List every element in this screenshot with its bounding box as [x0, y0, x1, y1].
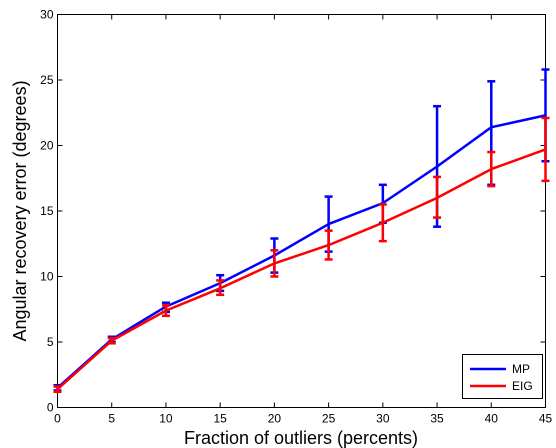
series-line-eig: [56, 148, 546, 391]
x-tick-label: 35: [430, 412, 444, 426]
legend: MP EIG: [462, 354, 543, 399]
y-tick-label: 0: [47, 401, 54, 415]
x-axis-ticks: 0 5 10 15 20 25 30 35 40 45: [54, 14, 553, 426]
x-tick-label: 20: [268, 412, 282, 426]
series-eig: [53, 116, 550, 394]
y-tick-label: 5: [47, 335, 54, 349]
x-tick-label: 0: [54, 412, 61, 426]
x-tick-label: 5: [108, 412, 115, 426]
legend-box: [462, 354, 543, 399]
y-tick-label: 20: [40, 139, 54, 153]
plot-area: 0 5 10 15 20 25 30 35 40 45 0 5 10 15 20 25 30: [40, 8, 552, 426]
legend-label-eig: EIG: [512, 379, 533, 393]
x-tick-label: 25: [322, 412, 336, 426]
y-tick-label: 15: [40, 204, 54, 218]
x-tick-label: 45: [539, 412, 553, 426]
x-tick-label: 40: [485, 412, 499, 426]
series-line-mp: [56, 114, 546, 389]
series-layer: [53, 68, 550, 394]
y-tick-label: 10: [40, 270, 54, 284]
x-tick-label: 10: [159, 412, 173, 426]
legend-label-mp: MP: [512, 362, 530, 376]
y-tick-label: 25: [40, 73, 54, 87]
plot-frame: [57, 14, 546, 408]
x-axis-title: Fraction of outliers (percents): [184, 428, 418, 448]
y-axis-title: Angular recovery error (degrees): [10, 80, 30, 341]
x-tick-label: 15: [213, 412, 227, 426]
x-tick-label: 30: [376, 412, 390, 426]
y-axis-ticks: 0 5 10 15 20 25 30: [40, 8, 546, 415]
y-tick-label: 30: [40, 8, 54, 22]
